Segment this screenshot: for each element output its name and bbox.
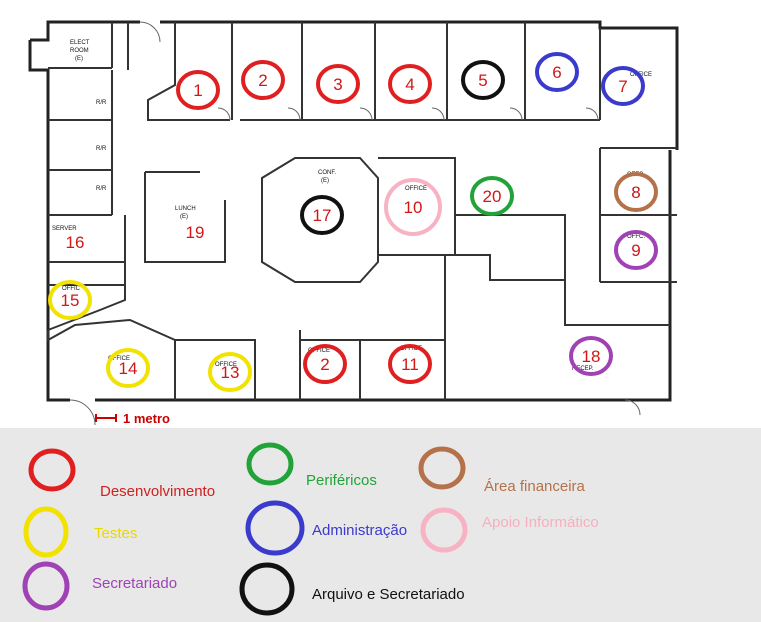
room-11-marker-ring [388, 344, 432, 384]
rr-label-3: R/R [96, 186, 107, 192]
office-13-label: OFFICE [215, 362, 237, 368]
room-number-5: 5 [478, 71, 487, 90]
scale-label: 1 metro [123, 411, 170, 426]
elect-room-label-2: ROOM [70, 48, 89, 54]
room-number-18: 18 [582, 347, 601, 366]
room-number-4: 4 [405, 75, 414, 94]
room-number-13: 13 [221, 363, 240, 382]
legend-label: Testes [94, 525, 138, 542]
room-18-marker-ring [569, 336, 613, 376]
room-number-6: 6 [552, 63, 561, 82]
office-12-label: OFFICE [308, 348, 330, 354]
room-7-marker-ring [601, 66, 645, 106]
door-swings [69, 21, 641, 426]
room-number-1: 1 [193, 81, 202, 100]
server-label: SERVER [52, 226, 77, 232]
lunch-label: LUNCH [175, 206, 196, 212]
room-2-marker-ring [241, 60, 285, 100]
purple-circle-icon [22, 561, 70, 611]
legend-label: Periféricos [306, 472, 377, 489]
office-11-label: OFFICE [400, 346, 422, 352]
office-10-label: OFFICE [405, 186, 427, 192]
legend-label: Administração [312, 522, 408, 539]
offic-15-label: OFFIC [62, 286, 81, 292]
room-number-9: 9 [631, 241, 640, 260]
room-8-marker-ring [614, 172, 658, 212]
room-9-marker-ring [614, 230, 658, 270]
legend: Desenvolvimento Periféricos Área finance… [0, 428, 761, 622]
legend-label: Apoio Informático [482, 514, 599, 531]
room-number-2: 2 [320, 355, 329, 374]
conf-label-2: (E) [321, 178, 329, 184]
room-number-10: 10 [404, 198, 423, 217]
legend-label: Área financeira [484, 478, 585, 495]
legend-label: Desenvolvimento [100, 483, 216, 500]
room-15-marker-ring [48, 280, 92, 320]
floor-plan: ELECT ROOM (E) R/R R/R R/R SERVER LUNCH … [28, 20, 679, 426]
room-4-marker-ring [388, 64, 432, 104]
room-1-marker-ring [176, 70, 220, 110]
room-number-15: 15 [61, 291, 80, 310]
room-number-7: 7 [618, 77, 627, 96]
room-number-17: 17 [313, 206, 332, 225]
room-6-marker-ring [535, 52, 579, 92]
pink-circle-icon [420, 507, 468, 553]
room-14-marker-ring [106, 348, 150, 388]
room-13-marker-ring [208, 352, 252, 392]
green-circle-icon [246, 442, 294, 486]
legend-label: Secretariado [92, 575, 178, 592]
room-number-8: 8 [631, 183, 640, 202]
offc-9-label: OFFC. [627, 234, 645, 240]
room-number-11: 11 [401, 355, 419, 374]
room-number-14: 14 [119, 359, 138, 378]
room-20-marker-ring [470, 176, 514, 216]
room-number-20: 20 [483, 187, 502, 206]
room-10-marker-ring [384, 178, 442, 236]
legend-label: Arquivo e Secretariado [312, 586, 465, 603]
office-14-label: OFFICE [108, 356, 130, 362]
conf-label: CONF. [318, 170, 336, 176]
lunch-label-2: (E) [180, 214, 188, 220]
room-number-16: 16 [66, 233, 85, 252]
blue-circle-icon [245, 500, 305, 556]
elect-room-label-3: (E) [75, 56, 83, 62]
room-3-marker-ring [316, 64, 360, 104]
room-number-19: 19 [186, 223, 205, 242]
elect-room-label: ELECT [70, 40, 90, 46]
room-markers: 1 2 3 4 5 6 7 8 9 10 11 2 13 14 15 16 17 18 19 20 [48, 52, 658, 392]
room-5-marker-ring [461, 60, 505, 100]
red-circle-icon [28, 448, 76, 492]
room-17-marker-ring [300, 195, 344, 235]
brown-circle-icon [418, 446, 466, 490]
room-2-marker-ring [303, 344, 347, 384]
room-number-3: 3 [333, 75, 342, 94]
interior-walls [47, 22, 677, 400]
room-number-2: 2 [258, 71, 267, 90]
black-circle-icon [239, 562, 295, 616]
rr-label-2: R/R [96, 146, 107, 152]
rr-label-1: R/R [96, 100, 107, 106]
yellow-circle-icon [23, 506, 69, 558]
recep-label: RECEP. [572, 366, 594, 372]
scale-bar: 1 metro [95, 411, 170, 426]
